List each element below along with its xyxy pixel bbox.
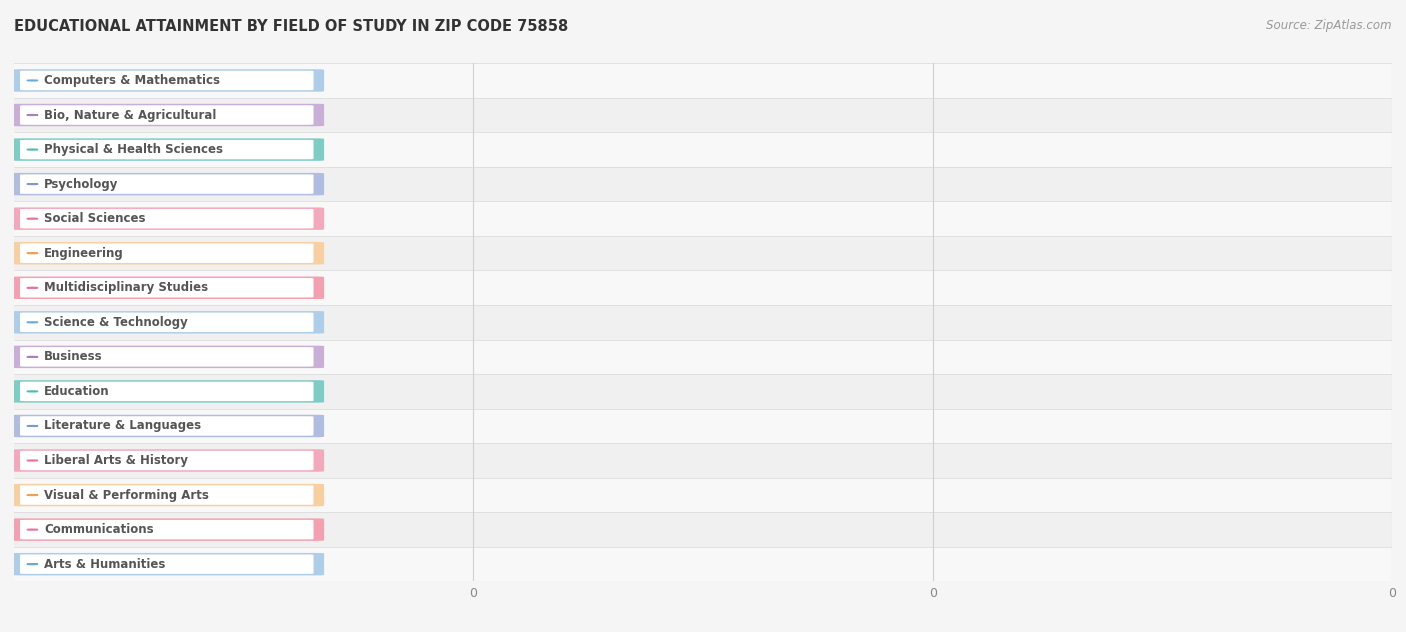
Text: 0: 0	[305, 283, 312, 293]
FancyBboxPatch shape	[11, 242, 325, 264]
FancyBboxPatch shape	[11, 138, 325, 161]
FancyBboxPatch shape	[11, 173, 325, 195]
FancyBboxPatch shape	[14, 236, 1392, 270]
FancyBboxPatch shape	[11, 346, 325, 368]
Circle shape	[27, 425, 38, 427]
FancyBboxPatch shape	[11, 311, 325, 334]
Text: 0: 0	[305, 490, 312, 500]
Circle shape	[27, 184, 38, 185]
FancyBboxPatch shape	[20, 174, 314, 194]
FancyBboxPatch shape	[20, 278, 314, 298]
Text: Psychology: Psychology	[44, 178, 118, 191]
FancyBboxPatch shape	[14, 98, 1392, 132]
Text: 0: 0	[305, 386, 312, 396]
Text: Source: ZipAtlas.com: Source: ZipAtlas.com	[1267, 19, 1392, 32]
FancyBboxPatch shape	[14, 305, 1392, 339]
Text: 0: 0	[305, 421, 312, 431]
FancyBboxPatch shape	[20, 451, 314, 470]
FancyBboxPatch shape	[14, 547, 1392, 581]
FancyBboxPatch shape	[20, 106, 314, 125]
FancyBboxPatch shape	[11, 449, 325, 471]
FancyBboxPatch shape	[20, 313, 314, 332]
FancyBboxPatch shape	[20, 520, 314, 539]
FancyBboxPatch shape	[14, 63, 1392, 98]
FancyBboxPatch shape	[11, 380, 325, 403]
FancyBboxPatch shape	[14, 202, 1392, 236]
Text: Visual & Performing Arts: Visual & Performing Arts	[44, 489, 208, 502]
Circle shape	[27, 391, 38, 392]
Text: EDUCATIONAL ATTAINMENT BY FIELD OF STUDY IN ZIP CODE 75858: EDUCATIONAL ATTAINMENT BY FIELD OF STUDY…	[14, 19, 568, 34]
Text: 0: 0	[305, 559, 312, 569]
Text: 0: 0	[305, 214, 312, 224]
FancyBboxPatch shape	[20, 416, 314, 435]
Text: Multidisciplinary Studies: Multidisciplinary Studies	[44, 281, 208, 295]
FancyBboxPatch shape	[20, 554, 314, 574]
Circle shape	[27, 114, 38, 116]
Text: Physical & Health Sciences: Physical & Health Sciences	[44, 143, 224, 156]
FancyBboxPatch shape	[20, 140, 314, 159]
FancyBboxPatch shape	[20, 209, 314, 228]
FancyBboxPatch shape	[11, 70, 325, 92]
Text: Science & Technology: Science & Technology	[44, 316, 187, 329]
Text: 0: 0	[305, 145, 312, 155]
Text: Business: Business	[44, 350, 103, 363]
Circle shape	[27, 322, 38, 323]
FancyBboxPatch shape	[14, 339, 1392, 374]
FancyBboxPatch shape	[11, 484, 325, 506]
FancyBboxPatch shape	[11, 553, 325, 575]
Text: 0: 0	[305, 352, 312, 362]
Text: 0: 0	[305, 179, 312, 189]
FancyBboxPatch shape	[14, 443, 1392, 478]
FancyBboxPatch shape	[20, 243, 314, 263]
FancyBboxPatch shape	[20, 347, 314, 367]
Circle shape	[27, 356, 38, 357]
FancyBboxPatch shape	[14, 270, 1392, 305]
Text: 0: 0	[305, 248, 312, 258]
Text: 0: 0	[305, 525, 312, 535]
FancyBboxPatch shape	[14, 132, 1392, 167]
Text: Communications: Communications	[44, 523, 153, 536]
FancyBboxPatch shape	[20, 382, 314, 401]
Circle shape	[27, 80, 38, 81]
Circle shape	[27, 460, 38, 461]
FancyBboxPatch shape	[20, 485, 314, 505]
Text: Literature & Languages: Literature & Languages	[44, 420, 201, 432]
FancyBboxPatch shape	[11, 518, 325, 541]
Text: Computers & Mathematics: Computers & Mathematics	[44, 74, 219, 87]
Circle shape	[27, 218, 38, 219]
FancyBboxPatch shape	[11, 104, 325, 126]
Text: Education: Education	[44, 385, 110, 398]
Text: Liberal Arts & History: Liberal Arts & History	[44, 454, 188, 467]
FancyBboxPatch shape	[14, 409, 1392, 443]
FancyBboxPatch shape	[14, 478, 1392, 513]
FancyBboxPatch shape	[11, 277, 325, 299]
Circle shape	[27, 149, 38, 150]
Text: Engineering: Engineering	[44, 246, 124, 260]
Text: Bio, Nature & Agricultural: Bio, Nature & Agricultural	[44, 109, 217, 121]
Text: 0: 0	[305, 110, 312, 120]
Text: 0: 0	[305, 75, 312, 85]
FancyBboxPatch shape	[14, 374, 1392, 409]
FancyBboxPatch shape	[14, 167, 1392, 202]
FancyBboxPatch shape	[20, 71, 314, 90]
Text: 0: 0	[305, 317, 312, 327]
FancyBboxPatch shape	[11, 207, 325, 230]
FancyBboxPatch shape	[14, 513, 1392, 547]
FancyBboxPatch shape	[11, 415, 325, 437]
Text: 0: 0	[305, 456, 312, 466]
Circle shape	[27, 529, 38, 530]
Text: Arts & Humanities: Arts & Humanities	[44, 557, 166, 571]
Text: Social Sciences: Social Sciences	[44, 212, 145, 225]
